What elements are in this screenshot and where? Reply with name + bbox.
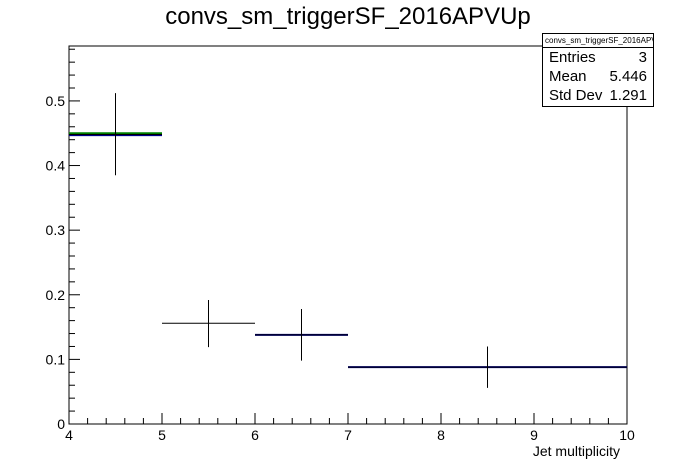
stats-value: 5.446	[609, 68, 647, 85]
stats-box: convs_sm_triggerSF_2016APVUp Entries 3 M…	[542, 33, 654, 107]
y-tick-label: 0.5	[46, 93, 66, 109]
data-points	[69, 93, 627, 388]
y-tick-label: 0.2	[46, 287, 66, 303]
tick-labels: 4 5 6 7 8 9 10 0 0.1 0.2 0.3 0.4 0.5	[46, 93, 635, 443]
y-tick-label: 0	[57, 416, 65, 432]
stats-row-stddev: Std Dev 1.291	[543, 86, 653, 105]
stats-label: Std Dev	[549, 87, 603, 104]
chart-title: convs_sm_triggerSF_2016APVUp	[165, 3, 531, 30]
stats-label: Mean	[549, 68, 587, 85]
stats-label: Entries	[549, 49, 596, 66]
stats-box-name: convs_sm_triggerSF_2016APVUp	[543, 34, 653, 48]
stats-value: 1.291	[609, 87, 647, 104]
x-tick-label: 6	[251, 427, 259, 443]
x-tick-label: 4	[65, 427, 73, 443]
stats-row-mean: Mean 5.446	[543, 67, 653, 86]
histogram-lines	[69, 132, 627, 369]
x-tick-label: 5	[158, 427, 166, 443]
x-tick-label: 9	[530, 427, 538, 443]
y-tick-label: 0.3	[46, 222, 66, 238]
x-axis-label: Jet multiplicity	[533, 443, 620, 459]
axis-ticks	[68, 48, 628, 425]
x-tick-label: 8	[437, 427, 445, 443]
stats-value: 3	[638, 49, 647, 66]
y-tick-label: 0.1	[46, 351, 66, 367]
stats-row-entries: Entries 3	[543, 48, 653, 67]
x-tick-label: 7	[344, 427, 352, 443]
y-tick-label: 0.4	[46, 158, 66, 174]
x-tick-label: 10	[619, 427, 635, 443]
